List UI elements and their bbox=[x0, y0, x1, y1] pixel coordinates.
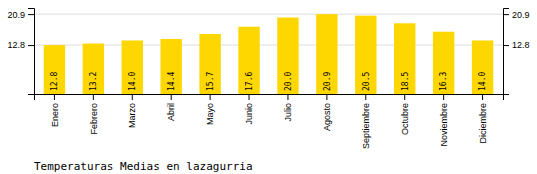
grid-line bbox=[34, 45, 503, 46]
bar bbox=[472, 40, 493, 94]
data-label: 14.0 bbox=[128, 72, 137, 91]
tick-mark bbox=[171, 94, 172, 100]
tick-label: Enero bbox=[50, 103, 60, 127]
tick-label: Septiembre bbox=[361, 103, 371, 149]
y-axis: 12.8 20.9 bbox=[7, 9, 34, 95]
tick-label: Octubre bbox=[400, 103, 410, 135]
tick-label: 12.8 bbox=[512, 40, 530, 50]
tick: Octubre bbox=[400, 94, 410, 135]
data-label: 14.0 bbox=[478, 72, 487, 91]
tick-label: Noviembre bbox=[439, 103, 449, 147]
tick-label: Agosto bbox=[322, 103, 332, 131]
tick-mark bbox=[404, 94, 405, 100]
tick-mark bbox=[287, 94, 288, 100]
tick: Septiembre bbox=[361, 94, 371, 149]
x-axis: Enero Febrero Marzo Abril Mayo Junio Julio Agos… bbox=[35, 94, 504, 149]
tick: Abril bbox=[166, 94, 176, 121]
axis-line bbox=[35, 95, 504, 101]
tick-mark bbox=[443, 94, 444, 100]
title: Temperaturas Medias en lazagurria bbox=[34, 160, 253, 173]
tick: Enero bbox=[50, 94, 60, 127]
bar bbox=[83, 44, 104, 94]
data-label: 15.7 bbox=[206, 72, 215, 91]
bar bbox=[199, 34, 220, 94]
bar bbox=[122, 40, 143, 94]
data-labels: 12.8 13.2 14.0 14.4 15.7 17.6 20.0 20.9 20.5 18.5… bbox=[50, 72, 487, 91]
tick-label: 20.9 bbox=[512, 9, 530, 19]
axis-line bbox=[504, 9, 510, 95]
data-label: 17.6 bbox=[245, 72, 254, 91]
tick-label: Julio bbox=[283, 103, 293, 122]
tick-mark bbox=[365, 94, 366, 100]
tick: Julio bbox=[283, 94, 293, 122]
tick: 12.8 bbox=[7, 40, 34, 50]
axis-line bbox=[28, 9, 35, 95]
data-label: 20.0 bbox=[284, 72, 293, 91]
tick-mark bbox=[503, 45, 509, 46]
grid bbox=[34, 14, 503, 45]
tick: Agosto bbox=[322, 94, 332, 131]
bar bbox=[238, 27, 259, 94]
data-label: 16.3 bbox=[439, 72, 448, 91]
data-label: 12.8 bbox=[50, 72, 59, 91]
tick-label: Marzo bbox=[127, 103, 137, 128]
tick: Junio bbox=[244, 94, 254, 125]
tick: Marzo bbox=[127, 94, 137, 128]
data-label: 20.9 bbox=[323, 72, 332, 91]
data-label: 13.2 bbox=[89, 72, 98, 91]
tick-mark bbox=[210, 94, 211, 100]
tick: 20.9 bbox=[503, 9, 530, 19]
tick: Diciembre bbox=[478, 94, 488, 144]
tick: Mayo bbox=[205, 94, 215, 125]
tick: Febrero bbox=[89, 94, 99, 135]
tick-label: Junio bbox=[244, 103, 254, 125]
tick-label: 12.8 bbox=[7, 40, 25, 50]
data-label: 20.5 bbox=[362, 72, 371, 91]
tick-mark bbox=[482, 94, 483, 100]
tick-mark bbox=[503, 14, 509, 15]
tick: 20.9 bbox=[7, 9, 34, 19]
tick-label: Febrero bbox=[89, 103, 99, 135]
chart: 12.8 20.9 12.8 20.9 Enero Febrero Marzo Abril Ma… bbox=[0, 0, 537, 174]
bar bbox=[316, 14, 337, 94]
tick-mark bbox=[28, 14, 34, 15]
bar bbox=[277, 18, 298, 94]
tick-mark bbox=[132, 94, 133, 100]
bar bbox=[44, 45, 65, 94]
y2-axis: 12.8 20.9 bbox=[503, 9, 530, 95]
data-label: 18.5 bbox=[401, 72, 410, 91]
tick-label: Diciembre bbox=[478, 103, 488, 144]
grid-line bbox=[34, 14, 503, 15]
tick-mark bbox=[28, 45, 34, 46]
bar bbox=[160, 39, 181, 94]
tick-label: 20.9 bbox=[7, 9, 25, 19]
data-label: 14.4 bbox=[167, 72, 176, 91]
bar bbox=[433, 32, 454, 94]
bar bbox=[394, 23, 415, 94]
tick: 12.8 bbox=[503, 40, 530, 50]
tick-label: Abril bbox=[166, 103, 176, 121]
tick-mark bbox=[54, 94, 55, 100]
tick-mark bbox=[93, 94, 94, 100]
bar bbox=[355, 16, 376, 94]
tick-mark bbox=[326, 94, 327, 100]
tick: Noviembre bbox=[439, 94, 449, 147]
plot: 12.8 20.9 12.8 20.9 Enero Febrero Marzo Abril Ma… bbox=[7, 9, 529, 150]
tick-mark bbox=[249, 94, 250, 100]
tick-label: Mayo bbox=[205, 103, 215, 125]
bars bbox=[44, 14, 494, 94]
